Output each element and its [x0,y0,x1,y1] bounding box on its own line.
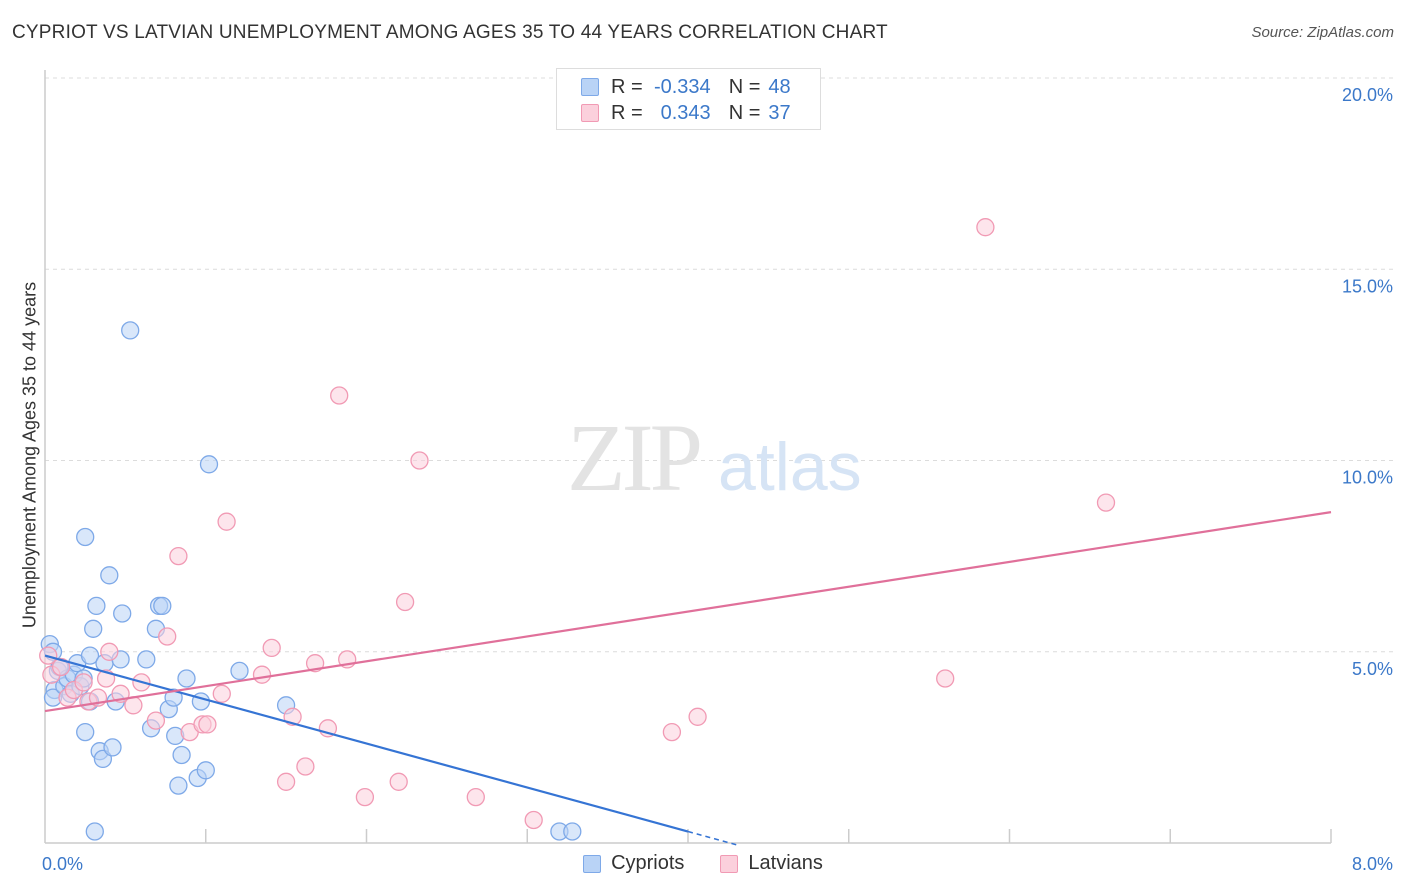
cypriot-point [196,761,215,780]
cypriot-point [169,776,188,795]
cypriot-point [177,669,196,688]
cypriot-point [121,321,140,340]
legend-row-cypriots: R = -0.334 N = 48 [581,74,796,100]
cypriots-n-value: 48 [768,75,791,98]
legend-item-latvians: Latvians [720,852,823,875]
cypriot-point [164,688,183,707]
cypriot-point [153,596,172,616]
cypriot-point [199,455,219,474]
source-label: Source: ZipAtlas.com [1251,24,1394,41]
latvian-point [1096,493,1116,512]
cypriots-legend-swatch [583,854,602,873]
latvian-point [305,654,325,673]
cypriot-point [563,822,582,841]
latvian-point [276,772,296,791]
cypriot-point [172,745,191,765]
cypriots-trend-line [44,654,689,833]
series-legend: Cypriots Latvians [0,852,1406,875]
cypriot-point [103,738,122,757]
cypriot-point [76,722,95,742]
chart-title: CYPRIOT VS LATVIAN UNEMPLOYMENT AMONG AG… [12,22,888,43]
cypriot-point [137,650,156,669]
latvian-point [330,386,349,405]
watermark-zip: ZIP [567,404,700,511]
latvians-legend-label: Latvians [748,852,823,874]
cypriot-point [113,604,132,623]
trend-lines [44,511,1332,846]
legend-item-cypriots: Cypriots [583,852,684,875]
latvian-point [252,665,272,684]
data-points [39,218,1116,841]
cypriots-legend-label: Cypriots [611,852,685,874]
latvian-point [51,657,71,677]
cypriot-point [85,822,104,841]
tick-labels: 5.0% 10.0% 15.0% 20.0% 0.0% 8.0% [42,85,1393,874]
latvian-point [217,512,236,531]
cypriots-r-value: -0.334 [653,75,711,98]
latvian-point [976,218,995,237]
latvian-point [524,810,543,830]
y-tick-label: 20.0% [1342,85,1393,105]
latvian-point [410,451,429,470]
n-label: N = [728,75,761,98]
latvian-point [936,669,955,688]
watermark: ZIP atlas [567,404,862,511]
n-label: N = [728,101,761,124]
cypriot-point [100,566,119,585]
latvian-point [158,627,177,646]
latvian-point [262,638,281,658]
latvian-point [389,772,408,791]
latvian-point [169,546,188,566]
x-tick-label-min: 0.0% [42,854,83,874]
latvian-point [74,673,93,692]
cypriots-swatch [581,78,599,96]
cypriot-point [80,646,100,665]
r-label: R = [611,75,643,98]
latvian-point [688,707,707,726]
latvian-point [466,787,485,807]
cypriot-point [87,596,106,616]
watermark-atlas: atlas [718,429,862,505]
y-tick-label: 5.0% [1352,659,1393,679]
latvians-swatch [581,104,599,122]
cypriot-point [76,527,95,547]
latvians-trend-line [44,511,1332,713]
latvian-point [296,757,315,776]
y-axis-title: Unemployment Among Ages 35 to 44 years [19,281,40,629]
latvian-point [100,642,119,661]
latvian-point [395,592,415,612]
latvian-point [355,787,375,807]
legend-row-latvians: R = 0.343 N = 37 [581,100,796,126]
cypriot-point [84,619,103,638]
y-tick-label: 15.0% [1342,276,1393,296]
y-tick-label: 10.0% [1342,468,1393,488]
gridlines [45,77,1395,653]
latvian-point [146,711,166,730]
latvians-legend-swatch [720,854,739,873]
x-tick-label-max: 8.0% [1352,854,1393,874]
cypriot-point [230,661,249,681]
latvian-point [198,715,217,734]
latvians-r-value: 0.343 [660,101,711,124]
axes [44,70,1332,844]
correlation-legend: R = -0.334 N = 48 R = 0.343 N = 37 [556,68,821,130]
r-label: R = [611,101,643,124]
latvian-point [662,722,682,742]
latvian-point [212,684,231,703]
latvians-n-value: 37 [768,101,791,124]
